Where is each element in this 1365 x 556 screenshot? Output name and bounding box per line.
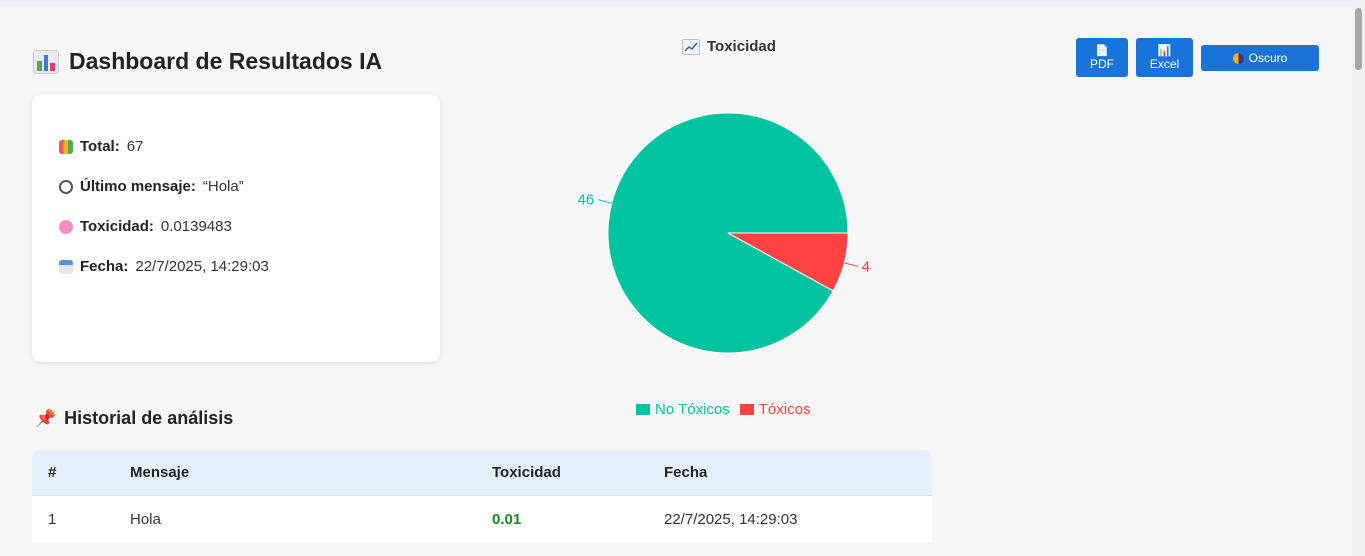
col-header-message: Mensaje: [130, 464, 190, 481]
stat-date: Fecha: 22/7/2025, 14:29:03: [59, 258, 269, 275]
page-title-text: Dashboard de Resultados IA: [69, 48, 383, 74]
stat-last-value: “Hola”: [202, 178, 244, 195]
cell-message: Hola: [130, 495, 492, 542]
history-title-text: Historial de análisis: [64, 408, 234, 428]
document-icon: 📄: [1095, 44, 1109, 57]
spreadsheet-chart-icon: 📊: [1157, 44, 1172, 57]
clock-icon: [59, 179, 73, 194]
bar-chart-icon: [33, 49, 59, 74]
pie-value-label-no-toxicos: 46: [578, 192, 595, 209]
pie-leader-no-toxicos: [598, 199, 612, 204]
legend-swatch-toxicos: [739, 404, 754, 415]
pie-chart: 46 4: [578, 112, 870, 354]
legend-swatch-no-toxicos: [636, 404, 650, 415]
abacus-icon: [59, 139, 73, 154]
stat-last-message: Último mensaje: “Hola”: [59, 178, 244, 195]
chart-legend: No Tóxicos Tóxicos: [636, 401, 810, 418]
page-title: Dashboard de Resultados IA: [33, 48, 382, 75]
trend-chart-icon: [682, 38, 700, 55]
history-title: 📌 Historial de análisis: [35, 408, 233, 429]
col-header-date: Fecha: [664, 464, 708, 481]
stat-tox-label: Toxicidad:: [80, 218, 154, 235]
scrollbar-thumb[interactable]: [1355, 8, 1362, 70]
stat-total: Total: 67: [59, 138, 143, 155]
theme-toggle-button[interactable]: Oscuro: [1201, 45, 1319, 71]
theme-toggle-label: Oscuro: [1248, 51, 1288, 65]
stat-last-label: Último mensaje:: [80, 178, 196, 195]
cell-date: 22/7/2025, 14:29:03: [664, 495, 932, 542]
chart-title-text: Toxicidad: [707, 38, 776, 55]
export-excel-button[interactable]: 📊 Excel: [1136, 38, 1193, 77]
summary-card: Total: 67 Último mensaje: “Hola” Toxicid…: [32, 94, 440, 362]
col-header-id: #: [48, 464, 57, 481]
cell-id: 1: [32, 495, 130, 542]
export-excel-label: Excel: [1149, 56, 1180, 71]
pie-leader-toxicos: [844, 262, 858, 267]
legend-label-toxicos: Tóxicos: [758, 401, 811, 418]
stat-date-value: 22/7/2025, 14:29:03: [135, 258, 269, 275]
brain-icon: [59, 219, 73, 234]
export-pdf-label: PDF: [1090, 56, 1114, 71]
col-header-toxicity: Toxicidad: [492, 464, 561, 481]
legend-item-toxicos[interactable]: Tóxicos: [739, 401, 811, 418]
top-strip: [0, 0, 1352, 6]
stat-total-value: 67: [126, 138, 144, 155]
chart-title: Toxicidad: [682, 38, 776, 55]
legend-item-no-toxicos[interactable]: No Tóxicos: [636, 401, 730, 418]
calendar-icon: [59, 259, 73, 274]
legend-label-no-toxicos: No Tóxicos: [655, 401, 730, 418]
stat-date-label: Fecha:: [80, 258, 129, 275]
cell-toxicity: 0.01: [492, 495, 664, 542]
pie-value-label-toxicos: 4: [862, 258, 870, 275]
stat-total-label: Total:: [80, 138, 120, 155]
history-table: # Mensaje Toxicidad Fecha 1 Hola 0.01 22…: [32, 450, 932, 542]
pie-slice-toxicos[interactable]: [727, 232, 849, 292]
half-moon-icon: [1232, 52, 1244, 64]
table-row: 1 Hola 0.01 22/7/2025, 14:29:03: [32, 495, 932, 542]
stat-tox-value: 0.0139483: [160, 218, 232, 235]
pushpin-icon: 📌: [35, 408, 57, 428]
stat-toxicity: Toxicidad: 0.0139483: [59, 218, 232, 235]
table-header-row: # Mensaje Toxicidad Fecha: [32, 450, 932, 496]
export-pdf-button[interactable]: 📄 PDF: [1076, 38, 1128, 77]
scrollbar[interactable]: [1352, 0, 1365, 556]
